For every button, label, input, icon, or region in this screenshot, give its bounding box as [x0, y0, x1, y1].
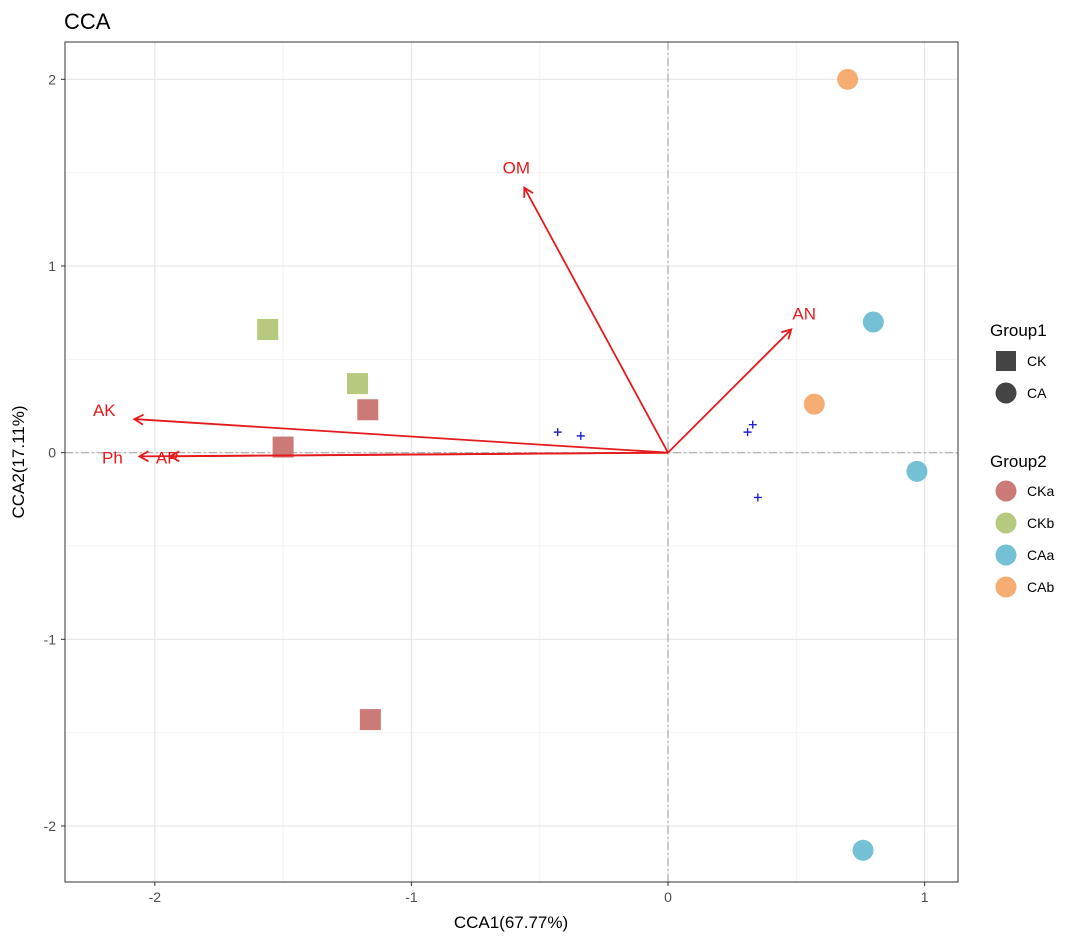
legend-item-caa: CAa	[1027, 547, 1054, 563]
legend-item-ca: CA	[1027, 385, 1047, 401]
species-point	[753, 493, 762, 502]
legend-item-ckb: CKb	[1027, 515, 1054, 531]
y-tick-label: -2	[44, 818, 57, 834]
sample-point-ckb	[347, 373, 369, 395]
sample-point-caa	[906, 460, 928, 482]
legend-ckb-swatch	[995, 512, 1017, 534]
species-points	[553, 420, 762, 502]
chart-title: CCA	[64, 9, 111, 34]
y-tick-label: -1	[44, 631, 57, 647]
y-tick-label: 0	[48, 445, 56, 461]
panel-border	[64, 41, 959, 883]
sample-point-cka	[357, 399, 379, 421]
arrow-label-an: AN	[792, 304, 816, 323]
arrow-an	[667, 328, 793, 454]
x-tick-label: -2	[149, 889, 162, 905]
legend-group1-title: Group1	[990, 321, 1047, 340]
species-point	[743, 428, 752, 437]
x-tick-label: 0	[664, 889, 672, 905]
species-point	[748, 420, 757, 429]
legend: Group1 CK CA Group2 CKa CKb CAa CAb	[990, 321, 1054, 598]
species-point	[553, 428, 562, 437]
grid	[65, 42, 958, 882]
legend-item-cka: CKa	[1027, 483, 1054, 499]
sample-point-cka	[272, 436, 294, 458]
x-axis-title: CCA1(67.77%)	[454, 913, 568, 932]
species-point	[576, 431, 585, 440]
sample-points	[257, 68, 928, 861]
arrow-label-om: OM	[503, 159, 530, 178]
sample-point-ckb	[257, 318, 279, 340]
legend-square-icon	[996, 351, 1016, 371]
y-tick-label: 1	[48, 258, 56, 274]
arrow-ap	[168, 450, 669, 463]
legend-cab-swatch	[995, 576, 1017, 598]
legend-item-cab: CAb	[1027, 579, 1054, 595]
arrow-label-ph: Ph	[102, 448, 123, 467]
x-axis-ticks: -2 -1 0 1	[149, 882, 929, 905]
y-axis-ticks: -2 -1 0 1 2	[44, 71, 65, 834]
arrow-ak	[132, 413, 669, 454]
legend-circle-icon	[995, 382, 1017, 404]
legend-group2-title: Group2	[990, 452, 1047, 471]
arrow-label-ak: AK	[93, 401, 116, 420]
arrow-label-ap: AP	[156, 448, 179, 467]
sample-point-cka	[359, 709, 381, 731]
legend-cka-swatch	[995, 480, 1017, 502]
legend-item-ck: CK	[1027, 353, 1047, 369]
x-tick-label: -1	[405, 889, 418, 905]
sample-point-cab	[803, 393, 825, 415]
arrow-om	[523, 185, 669, 454]
y-tick-label: 2	[48, 71, 56, 87]
legend-caa-swatch	[995, 544, 1017, 566]
sample-point-caa	[852, 839, 874, 861]
sample-point-cab	[837, 68, 859, 90]
sample-point-caa	[862, 311, 884, 333]
reference-lines	[65, 42, 958, 882]
x-tick-label: 1	[921, 889, 929, 905]
environment-arrows: OM AN AK Ph AP	[93, 159, 816, 468]
y-axis-title: CCA2(17.11%)	[9, 405, 28, 518]
